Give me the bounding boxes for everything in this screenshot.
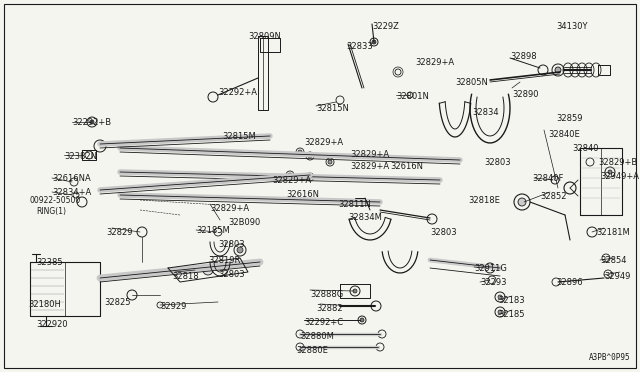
Circle shape [203, 265, 213, 275]
Circle shape [353, 289, 357, 293]
Text: 32616N: 32616N [390, 162, 423, 171]
Text: 32898: 32898 [510, 52, 536, 61]
Text: 32801N: 32801N [396, 92, 429, 101]
Text: 00922-50500: 00922-50500 [30, 196, 81, 205]
Text: 32829+A: 32829+A [415, 58, 454, 67]
Text: 32882: 32882 [316, 304, 342, 313]
Text: 32949: 32949 [604, 272, 630, 281]
Text: 32829+A: 32829+A [304, 138, 343, 147]
Text: 32293: 32293 [480, 278, 506, 287]
Text: 32829: 32829 [106, 228, 132, 237]
Text: 32815N: 32815N [316, 104, 349, 113]
Text: 32834M: 32834M [348, 213, 382, 222]
Circle shape [608, 170, 612, 174]
Circle shape [518, 198, 526, 206]
Text: 32805N: 32805N [455, 78, 488, 87]
Text: 32382N: 32382N [64, 152, 97, 161]
Text: 32834: 32834 [472, 108, 499, 117]
Circle shape [308, 154, 312, 158]
Circle shape [328, 160, 332, 164]
Text: 32829+B: 32829+B [598, 158, 637, 167]
Text: A3PB^0P95: A3PB^0P95 [588, 353, 630, 362]
Text: 32859: 32859 [556, 114, 582, 123]
Text: 32180H: 32180H [28, 300, 61, 309]
Text: 32811N: 32811N [338, 200, 371, 209]
Text: 32829+A: 32829+A [350, 150, 389, 159]
Text: 32616N: 32616N [286, 190, 319, 199]
Text: 32829+A: 32829+A [350, 162, 389, 171]
Text: 32929: 32929 [160, 302, 186, 311]
Text: 32292+B: 32292+B [72, 118, 111, 127]
Circle shape [372, 40, 376, 44]
Text: 32890: 32890 [512, 90, 538, 99]
Circle shape [498, 310, 502, 314]
Text: 32888G: 32888G [310, 290, 343, 299]
Text: 32185: 32185 [498, 310, 525, 319]
Text: 32829+A: 32829+A [272, 176, 311, 185]
Circle shape [555, 67, 561, 73]
Text: RING(1): RING(1) [36, 207, 66, 216]
Text: 32803: 32803 [218, 270, 244, 279]
Text: 32183: 32183 [498, 296, 525, 305]
Text: 32840: 32840 [572, 144, 598, 153]
Text: 32803: 32803 [430, 228, 456, 237]
Text: 32292+A: 32292+A [218, 88, 257, 97]
Text: 32803: 32803 [218, 240, 244, 249]
Text: 32818: 32818 [172, 272, 198, 281]
Text: 32825: 32825 [104, 298, 131, 307]
Circle shape [90, 120, 94, 124]
Circle shape [237, 247, 243, 253]
Text: 32815M: 32815M [222, 132, 256, 141]
Text: 322920: 322920 [36, 320, 68, 329]
Text: 32818E: 32818E [468, 196, 500, 205]
Circle shape [308, 175, 312, 179]
Text: 32833: 32833 [346, 42, 372, 51]
Text: 32616NA: 32616NA [52, 174, 91, 183]
Text: 34130Y: 34130Y [556, 22, 588, 31]
Text: 32949+A: 32949+A [600, 172, 639, 181]
Text: 32B090: 32B090 [228, 218, 260, 227]
Text: 32181M: 32181M [596, 228, 630, 237]
Text: 32185M: 32185M [196, 226, 230, 235]
Text: 32803: 32803 [484, 158, 511, 167]
Text: 32840F: 32840F [532, 174, 563, 183]
Text: 32911G: 32911G [474, 264, 507, 273]
Text: 32809N: 32809N [248, 32, 281, 41]
Text: 32819R: 32819R [208, 256, 241, 265]
Text: 3229Z: 3229Z [372, 22, 399, 31]
Text: 32840E: 32840E [548, 130, 580, 139]
Text: 32880M: 32880M [300, 332, 334, 341]
Circle shape [298, 150, 302, 154]
Circle shape [498, 295, 502, 299]
Text: 32896: 32896 [556, 278, 582, 287]
Text: 32829+A: 32829+A [210, 204, 249, 213]
Text: 32292+C: 32292+C [304, 318, 343, 327]
Circle shape [288, 173, 292, 177]
Text: 32834+A: 32834+A [52, 188, 92, 197]
Text: 32385: 32385 [36, 258, 63, 267]
Text: 32852: 32852 [540, 192, 566, 201]
Text: 32880E: 32880E [296, 346, 328, 355]
Text: 32854: 32854 [600, 256, 627, 265]
Circle shape [360, 318, 364, 322]
